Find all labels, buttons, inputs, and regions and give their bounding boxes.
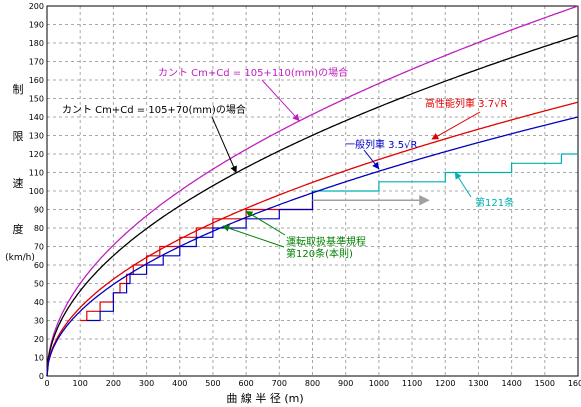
y-tick-label: 10 — [34, 354, 44, 363]
curve-high_perf — [46, 101, 579, 377]
annotation-cant-105-110: カント Cm+Cd = 105+110(mm)の場合 — [158, 66, 348, 79]
y-axis-title-unit: (km/h) — [5, 253, 35, 263]
x-tick-label: 0 — [44, 379, 49, 388]
x-tick-label: 400 — [172, 379, 187, 388]
y-axis-title-char-3: 速 — [13, 177, 24, 190]
y-tick-label: 110 — [29, 169, 44, 178]
annotation-arrows — [211, 79, 481, 248]
curve-cant105_70 — [46, 34, 579, 377]
y-tick-label: 30 — [34, 317, 44, 326]
y-tick-label: 90 — [34, 206, 44, 215]
y-tick-label: 180 — [29, 39, 44, 48]
y-axis-title-char-2: 限 — [13, 130, 24, 143]
annotation-rule-121: 第121条 — [475, 196, 514, 209]
y-tick-label: 160 — [29, 76, 44, 85]
annotation-high-perf: 高性能列車 3.7√R — [425, 97, 507, 110]
y-tick-label: 50 — [34, 280, 44, 289]
y-axis-title-char-1: 制 — [13, 83, 24, 96]
arrow-general — [363, 149, 380, 170]
arrow-rule121 — [454, 171, 472, 198]
arrow-rule120_line2 — [222, 224, 285, 248]
x-tick-label: 1100 — [402, 379, 422, 388]
curve-cant105_110 — [46, 5, 579, 377]
axis-ticks: 0 100 200 300 400 500 600 700 800 900 1000 1100 1200… — [29, 2, 581, 388]
y-tick-label: 170 — [29, 58, 44, 67]
annotation-general: 一般列車 3.5√R — [345, 138, 417, 151]
step-rule121_teal — [312, 153, 578, 192]
y-tick-label: 80 — [34, 224, 44, 233]
y-tick-label: 130 — [29, 132, 44, 141]
x-tick-label: 300 — [139, 379, 154, 388]
x-tick-label: 500 — [205, 379, 220, 388]
x-axis-title: 曲 線 半 径 (m) — [226, 391, 303, 405]
y-tick-label: 120 — [29, 150, 44, 159]
x-tick-label: 1400 — [501, 379, 521, 388]
y-tick-label: 70 — [34, 243, 44, 252]
x-tick-label: 1300 — [468, 379, 488, 388]
x-tick-label: 1200 — [435, 379, 455, 388]
x-tick-label: 100 — [73, 379, 88, 388]
y-tick-label: 40 — [34, 298, 44, 307]
x-tick-label: 200 — [106, 379, 121, 388]
x-tick-label: 1000 — [369, 379, 389, 388]
x-tick-label: 600 — [238, 379, 253, 388]
arrow-cant105_70 — [211, 116, 237, 174]
annotation-rule-120-line2: 第120条(本則) — [286, 247, 353, 260]
step-series — [80, 153, 578, 322]
annotation-rule-120-line1: 運転取扱基準規程 — [286, 235, 366, 248]
arrow-cant105_110 — [261, 79, 300, 122]
annotation-cant-105-70: カント Cm+Cd = 105+70(mm)の場合 — [62, 103, 246, 116]
plot-frame — [46, 5, 579, 377]
y-tick-label: 190 — [29, 21, 44, 30]
curve-series — [46, 5, 579, 377]
y-tick-label: 140 — [29, 113, 44, 122]
y-tick-label: 150 — [29, 95, 44, 104]
x-tick-label: 1500 — [535, 379, 555, 388]
x-tick-label: 900 — [338, 379, 353, 388]
y-tick-label: 20 — [34, 335, 44, 344]
y-tick-label: 60 — [34, 261, 44, 270]
y-tick-label: 0 — [39, 372, 44, 381]
step-rule120_blue — [86, 191, 314, 322]
curve-general — [46, 116, 579, 377]
arrow-rule120_line1 — [245, 210, 286, 236]
y-tick-label: 100 — [29, 187, 44, 196]
y-axis-title-char-4: 度 — [13, 222, 24, 236]
x-tick-label: 700 — [272, 379, 287, 388]
y-tick-label: 200 — [29, 2, 44, 11]
x-tick-label: 800 — [305, 379, 320, 388]
arrow-high_perf — [431, 111, 481, 140]
